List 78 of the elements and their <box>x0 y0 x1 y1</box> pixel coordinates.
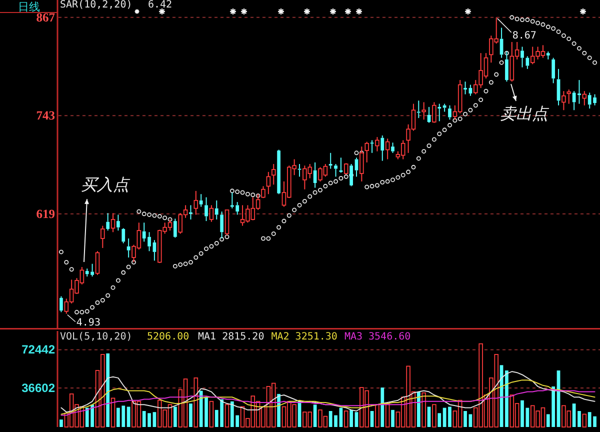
candlestick <box>122 228 126 244</box>
candlestick <box>464 81 467 95</box>
candlestick <box>334 164 338 178</box>
bar <box>416 392 420 427</box>
bar <box>60 420 63 427</box>
bar <box>578 411 581 427</box>
candlestick <box>578 80 581 104</box>
bar <box>380 388 384 427</box>
text: MA2 3251.30 <box>271 332 338 342</box>
candlestick <box>562 90 566 111</box>
bar <box>582 414 587 428</box>
bar <box>464 411 467 427</box>
line-series <box>60 389 596 416</box>
candlestick <box>375 136 380 152</box>
bar <box>224 404 230 428</box>
candlestick <box>328 152 332 170</box>
bar <box>427 406 431 427</box>
bar <box>126 406 130 427</box>
candlestick <box>116 214 120 232</box>
candlestick <box>199 194 203 208</box>
candlestick <box>546 51 550 60</box>
bar <box>432 404 436 428</box>
line-series <box>60 380 596 415</box>
bar <box>110 398 116 428</box>
bar <box>354 412 358 427</box>
candlestick <box>438 103 442 122</box>
annotation: 买入点 <box>81 176 131 194</box>
candlestick <box>189 204 192 220</box>
candlestick <box>60 296 63 313</box>
candlestick <box>271 164 276 186</box>
annotation: 6.42 <box>148 0 172 10</box>
candlestick <box>106 212 110 232</box>
candlestick <box>298 164 302 178</box>
bar <box>189 404 192 427</box>
bar <box>375 404 380 428</box>
bar <box>344 410 348 428</box>
chart-title: VOL(5,10,20) <box>60 332 132 342</box>
y-tick-label: 743 <box>36 108 55 123</box>
bar <box>174 406 177 427</box>
bar <box>106 353 110 427</box>
bar <box>448 406 452 427</box>
annotation: 8.67 <box>512 30 536 42</box>
bar <box>520 400 524 427</box>
y-tick-label: 36602 <box>22 380 56 395</box>
annotation: 4.93 <box>76 318 100 329</box>
candlestick <box>552 57 556 84</box>
bar <box>505 370 508 427</box>
bar <box>422 392 426 428</box>
candlestick <box>422 102 426 120</box>
y-tick-label: 619 <box>36 206 55 221</box>
legend-label: SAR(10,2,20) <box>60 0 132 10</box>
bar <box>277 394 280 427</box>
candlestick <box>416 100 420 119</box>
bar <box>391 410 394 427</box>
candlestick <box>380 134 384 162</box>
y-tick-label: 72442 <box>22 342 56 357</box>
line-series <box>60 371 596 413</box>
bar <box>438 413 442 427</box>
candlestick <box>391 142 394 154</box>
candlestick <box>370 140 374 154</box>
annotation: 卖出点 <box>500 105 550 123</box>
text: MA3 3546.60 <box>344 332 411 342</box>
candlestick <box>354 157 358 178</box>
bar <box>468 414 472 427</box>
bar <box>209 400 214 428</box>
candlestick <box>204 196 208 222</box>
bar <box>350 410 353 427</box>
candlestick <box>126 238 130 258</box>
candlestick <box>556 68 560 106</box>
bar <box>152 412 156 427</box>
candlestick <box>214 200 218 220</box>
text: MA1 2815.20 <box>198 332 264 342</box>
candlestick <box>582 90 587 106</box>
chart-subtitle: 5206.00 <box>147 332 190 342</box>
candlestick <box>526 56 530 70</box>
candlestick <box>520 46 524 68</box>
chart-title: 日线 <box>18 0 40 14</box>
candlestick <box>385 138 390 160</box>
